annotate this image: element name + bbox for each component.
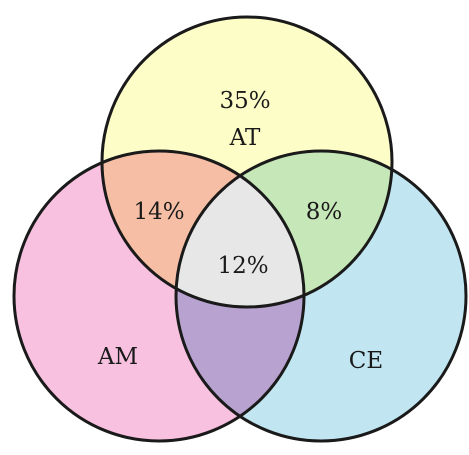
circle-am-outline [12,149,306,443]
circle-ce-outline [174,149,468,443]
at-label: AT [229,125,261,151]
at-only-value: 35% [219,88,270,114]
am-label: AM [97,344,138,370]
all-overlap-value: 12% [217,253,268,279]
at-am-overlap-value: 14% [133,199,184,225]
overlap-all [176,151,304,307]
at-ce-overlap-value: 8% [306,199,343,225]
ce-label: CE [349,348,383,374]
